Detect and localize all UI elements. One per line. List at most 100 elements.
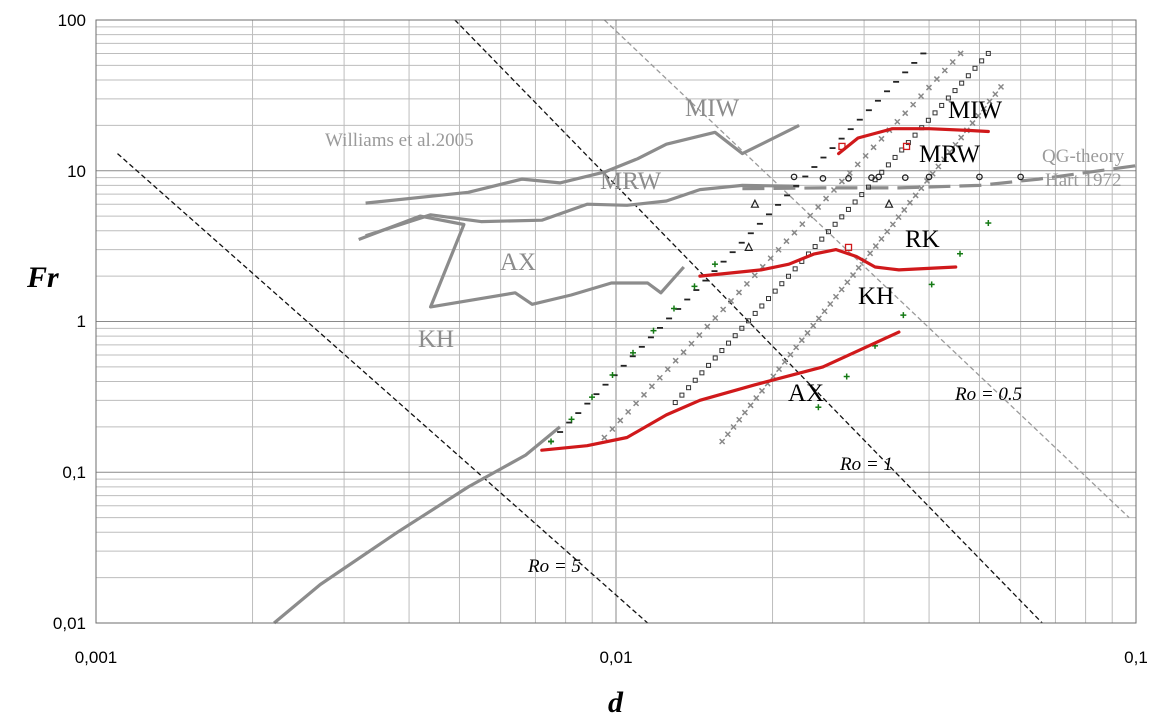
- cross-stroke: [798, 337, 805, 344]
- diamond-marker: [965, 73, 971, 79]
- cross-marker: [656, 374, 663, 381]
- present-boundary-line: [698, 248, 958, 278]
- cross-stroke: [791, 229, 798, 236]
- diamond-marker: [766, 296, 772, 302]
- diamond-marker: [686, 385, 692, 391]
- cross-stroke: [799, 221, 806, 228]
- rk-label: RK: [905, 226, 940, 253]
- cross-stroke: [751, 272, 758, 279]
- cross-stroke: [741, 409, 748, 416]
- cross-stroke: [862, 152, 869, 159]
- cross-marker: [807, 212, 814, 219]
- y-tick-label: 1: [77, 312, 86, 331]
- rossby-line: [603, 19, 1130, 519]
- diamond-marker: [972, 65, 978, 71]
- y-tick-label: 0,1: [62, 463, 86, 482]
- circle-marker: [868, 174, 875, 181]
- circle-marker: [819, 175, 827, 182]
- cross-marker: [720, 306, 727, 313]
- cross-marker: [849, 272, 857, 279]
- cross-stroke: [910, 101, 917, 108]
- rossby-line: [454, 19, 1043, 624]
- cross-stroke: [625, 408, 632, 415]
- diamond-marker: [925, 117, 931, 123]
- cross-stroke: [815, 204, 822, 211]
- williams-boundary-line: [273, 425, 561, 625]
- plus-marker: [568, 416, 575, 423]
- cross-marker: [724, 431, 731, 438]
- cross-marker: [601, 434, 608, 441]
- cross-stroke: [821, 308, 828, 315]
- cross-marker: [918, 93, 925, 100]
- cross-stroke: [767, 255, 774, 262]
- cross-marker: [870, 144, 877, 151]
- circle-marker: [845, 175, 852, 182]
- diamond-marker: [905, 140, 911, 146]
- cross-stroke: [736, 416, 743, 423]
- cross-marker: [781, 358, 788, 365]
- y-tick-label: 0,01: [53, 614, 86, 633]
- cross-marker: [633, 400, 640, 407]
- plus-marker: [650, 327, 657, 334]
- cross-stroke: [617, 417, 624, 424]
- y-axis-title: Fr: [26, 261, 59, 294]
- cross-marker: [935, 163, 942, 170]
- cross-marker: [975, 112, 982, 119]
- cross-stroke: [872, 243, 879, 250]
- cross-stroke: [807, 212, 814, 219]
- hart-1972-label: Hart 1972: [1045, 170, 1122, 191]
- cross-marker: [804, 329, 811, 336]
- cross-stroke: [719, 438, 726, 445]
- plus-marker: [609, 371, 616, 378]
- cross-stroke: [895, 214, 902, 221]
- cross-stroke: [906, 199, 913, 206]
- diamond-marker: [785, 273, 791, 279]
- cross-marker: [855, 264, 862, 271]
- diamond-marker: [739, 325, 745, 331]
- diamond-marker: [779, 281, 785, 287]
- cross-marker: [617, 417, 624, 424]
- boundary-curves: [273, 123, 1137, 625]
- cross-stroke: [894, 118, 901, 125]
- cross-marker: [815, 204, 822, 211]
- cross-marker: [753, 395, 760, 402]
- cross-marker: [688, 340, 695, 347]
- diamond-marker: [672, 400, 678, 406]
- cross-stroke: [680, 349, 687, 356]
- cross-marker: [747, 402, 754, 409]
- cross-stroke: [775, 246, 782, 253]
- circle-marker: [790, 173, 798, 181]
- cross-marker: [696, 332, 703, 339]
- cross-marker: [854, 161, 861, 168]
- cross-marker: [736, 416, 743, 423]
- x-tick-label: 0,01: [599, 648, 632, 667]
- cross-marker: [844, 279, 851, 286]
- diamond-marker: [845, 206, 851, 212]
- cross-stroke: [855, 264, 862, 271]
- circle-marker: [875, 173, 883, 181]
- cross-stroke: [846, 169, 853, 176]
- cross-marker: [609, 425, 616, 433]
- cross-stroke: [601, 434, 608, 441]
- cross-stroke: [870, 144, 877, 151]
- triangle-marker: [750, 198, 760, 208]
- diamond-marker: [885, 162, 891, 168]
- cross-marker: [878, 235, 885, 242]
- diamond-marker: [892, 154, 898, 160]
- cross-marker: [830, 186, 838, 194]
- plus-marker: [670, 305, 677, 312]
- triangle-marker: [884, 198, 894, 208]
- diamond-marker: [939, 102, 945, 108]
- williams-boundary-line: [365, 123, 800, 205]
- cross-stroke: [815, 315, 822, 322]
- mrw-label: MRW: [919, 141, 981, 168]
- triangle-marker: [744, 242, 754, 252]
- plus-marker: [843, 373, 850, 380]
- cross-stroke: [901, 206, 908, 213]
- cross-stroke: [997, 83, 1005, 90]
- cross-marker: [997, 83, 1005, 90]
- plus-marker: [691, 283, 698, 290]
- cross-stroke: [867, 250, 874, 257]
- cross-stroke: [730, 423, 737, 431]
- cross-marker: [730, 423, 737, 431]
